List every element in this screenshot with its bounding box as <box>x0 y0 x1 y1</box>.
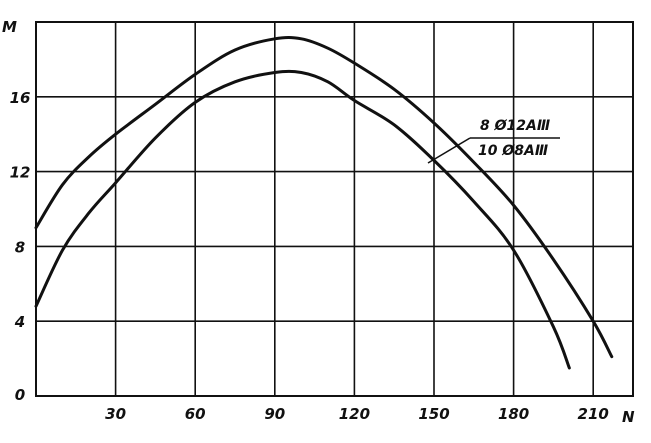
series-group <box>34 36 614 370</box>
grid <box>35 21 634 397</box>
legend-label-2: 10 Ø8AⅢ <box>478 143 548 159</box>
legend-label-1: 8 Ø12AⅢ <box>480 118 550 134</box>
y-tick-label-3: 12 <box>10 164 31 182</box>
x-tick-label-1: 60 <box>185 405 206 423</box>
y-tick-label-4: 16 <box>10 89 31 107</box>
y-tick-label-2: 8 <box>15 238 25 256</box>
series-line-2 <box>34 69 571 370</box>
y-tick-label-1: 4 <box>14 313 25 331</box>
x-tick-label-3: 120 <box>339 405 370 423</box>
legend: 8 Ø12AⅢ 10 Ø8AⅢ <box>427 118 560 164</box>
y-tick-label-0: 0 <box>15 386 25 404</box>
x-tick-label-5: 180 <box>498 405 529 423</box>
series-line-1 <box>34 36 614 359</box>
x-axis-label: N <box>622 408 635 426</box>
tick-labels: 30 60 90 120 150 180 210 0 4 8 12 16 <box>10 89 609 423</box>
x-tick-label-6: 210 <box>578 405 609 423</box>
x-tick-label-4: 150 <box>418 405 449 423</box>
legend-leader-line <box>427 137 471 164</box>
x-tick-label-0: 30 <box>105 405 126 423</box>
plot-frame <box>35 21 634 397</box>
y-axis-label: M <box>2 18 17 36</box>
x-tick-label-2: 90 <box>264 405 285 423</box>
